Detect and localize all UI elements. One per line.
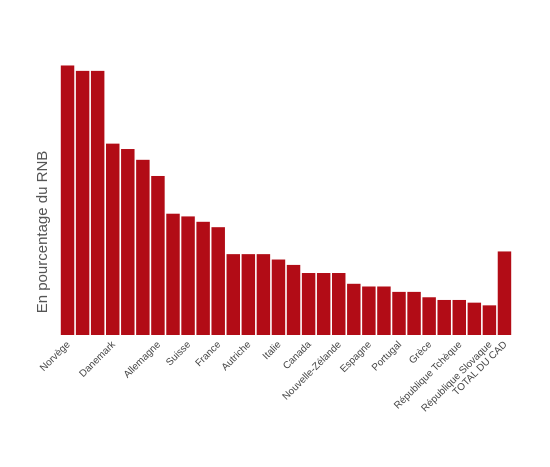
bar-australie[interactable] xyxy=(286,264,301,335)
x-tick-label: Portugal xyxy=(370,339,404,373)
bar-france[interactable] xyxy=(211,227,225,335)
bar-suisse[interactable] xyxy=(181,216,195,335)
x-tick-label: Nouvelle-Zélande xyxy=(281,339,345,403)
x-tick-label: Autriche xyxy=(220,339,254,373)
bar-royaume-uni[interactable] xyxy=(136,159,150,335)
bar-italie[interactable] xyxy=(271,259,286,335)
bar-pologne[interactable] xyxy=(467,302,482,335)
y-axis-label: En pourcentage du RNB xyxy=(34,151,51,314)
bar-republique-slovaque[interactable] xyxy=(482,305,497,335)
bar-canada[interactable] xyxy=(301,273,316,335)
bar-hongrie[interactable] xyxy=(437,299,451,335)
bar-irlande[interactable] xyxy=(226,254,240,335)
bar-danemark[interactable] xyxy=(106,143,120,335)
bar-japon[interactable] xyxy=(316,273,331,335)
bar-slovenie[interactable] xyxy=(377,286,391,335)
x-tick-labels: Norvège Danemark Allemagne Suisse FranceAutr… xyxy=(38,339,509,415)
x-tick-label: Italie xyxy=(261,339,284,362)
bar-total-du-cad[interactable] xyxy=(497,251,512,335)
bar-finlande[interactable] xyxy=(166,213,180,335)
x-tick-label: Allemagne xyxy=(122,339,163,380)
x-tick-label: Grèce xyxy=(407,339,434,366)
bar-autriche[interactable] xyxy=(241,254,256,335)
bar-espagne[interactable] xyxy=(362,286,376,335)
bar-allemagne[interactable] xyxy=(151,175,165,335)
bar-pays-bas[interactable] xyxy=(121,149,135,335)
x-tick-label: Suisse xyxy=(164,339,193,368)
bar-belgique[interactable] xyxy=(196,221,210,335)
bar-coree[interactable] xyxy=(407,291,421,335)
x-tick-label: Espagne xyxy=(338,339,374,375)
bar-suede[interactable] xyxy=(90,70,105,336)
bar-etats-unis[interactable] xyxy=(347,283,361,335)
bar-norvege[interactable] xyxy=(60,65,75,335)
x-tick-label: Danemark xyxy=(77,339,118,380)
bar-islande[interactable] xyxy=(256,254,271,335)
bars-layer xyxy=(60,65,512,336)
x-tick-label: Norvège xyxy=(38,339,73,374)
bar-grece[interactable] xyxy=(422,297,436,335)
bar-luxembourg[interactable] xyxy=(75,70,90,336)
bar-nouvelle-zelande[interactable] xyxy=(332,273,346,335)
bar-portugal[interactable] xyxy=(392,291,406,335)
bar-republique-tcheque[interactable] xyxy=(452,299,466,335)
